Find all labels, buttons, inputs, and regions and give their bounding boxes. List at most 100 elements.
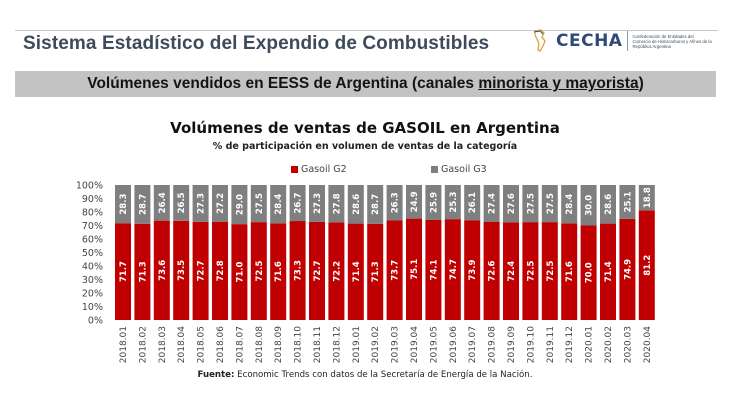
- bar-g3: [270, 185, 287, 224]
- legend-swatch-g2: [291, 166, 298, 173]
- logo-subtitle: Confederación de Entidades del Comercio …: [632, 33, 712, 49]
- banner-underlined: minorista y mayorista: [478, 75, 639, 92]
- bar-g3: [115, 185, 131, 224]
- data-label-g3: 26.3: [391, 192, 401, 213]
- data-label-g2: 74.9: [623, 259, 633, 280]
- y-tick-label: 20%: [82, 289, 103, 300]
- bar-g2: [600, 223, 616, 320]
- bar-g2: [522, 222, 539, 320]
- page-title: Sistema Estadístico del Expendio de Comb…: [23, 33, 490, 54]
- data-label-g3: 28.6: [604, 194, 614, 215]
- bar-g3: [212, 185, 228, 222]
- bar-g2: [386, 220, 403, 320]
- legend-item-g3: Gasoil G3: [431, 164, 487, 175]
- data-label-g3: 25.1: [623, 191, 633, 212]
- data-label-g3: 29.0: [235, 194, 245, 215]
- bar-g3: [600, 185, 616, 224]
- data-label-g2: 71.0: [235, 262, 245, 283]
- x-tick-label: 2018.03: [158, 326, 168, 363]
- cecha-logo: CECHA Confederación de Entidades del Com…: [532, 28, 712, 54]
- data-label-g2: 72.8: [216, 260, 226, 281]
- y-tick-label: 30%: [82, 275, 103, 286]
- bar-g2: [367, 223, 384, 320]
- x-tick-label: 2019.03: [391, 326, 401, 363]
- bar-g2: [173, 220, 190, 320]
- data-label-g3: 27.3: [197, 193, 207, 214]
- legend-label-g2: Gasoil G2: [301, 164, 347, 175]
- y-tick-label: 50%: [82, 248, 103, 259]
- bar-g2: [580, 225, 597, 320]
- bar-g3: [522, 185, 539, 223]
- data-label-g2: 75.1: [410, 259, 420, 280]
- bar-g2: [483, 221, 500, 320]
- bar-g3: [541, 185, 558, 223]
- data-label-g3: 26.7: [294, 192, 304, 213]
- bar-g2: [289, 221, 306, 320]
- data-label-g3: 30.0: [585, 195, 595, 216]
- data-label-g2: 73.9: [468, 260, 478, 281]
- data-label-g2: 71.6: [565, 261, 575, 282]
- y-tick-label: 40%: [82, 262, 103, 273]
- bar-g3: [483, 185, 500, 222]
- section-banner: Volúmenes vendidos en EESS de Argentina …: [15, 71, 716, 97]
- bar-g2: [619, 218, 636, 320]
- chart-legend: Gasoil G2 Gasoil G3: [0, 164, 730, 178]
- x-tick-label: 2018.11: [313, 326, 323, 363]
- bar-g3: [347, 185, 364, 224]
- bar-g3: [406, 185, 422, 219]
- data-label-g3: 26.5: [177, 192, 187, 213]
- bar-g2: [425, 219, 442, 320]
- data-label-g3: 27.2: [216, 193, 226, 214]
- x-tick-label: 2019.12: [565, 326, 575, 363]
- data-label-g2: 71.7: [119, 261, 129, 282]
- bar-g2: [347, 223, 364, 320]
- data-label-g2: 71.4: [604, 261, 614, 282]
- data-label-g3: 18.8: [643, 187, 653, 208]
- data-label-g3: 27.8: [332, 193, 342, 214]
- data-label-g2: 72.7: [313, 260, 323, 281]
- x-tick-label: 2020.01: [585, 326, 595, 363]
- bar-g3: [328, 185, 345, 223]
- bar-g2: [134, 223, 151, 320]
- bar-g2: [406, 218, 422, 320]
- x-tick-label: 2018.10: [294, 326, 304, 363]
- x-tick-label: 2018.05: [197, 326, 207, 363]
- bar-g2: [638, 210, 655, 320]
- data-label-g2: 72.5: [546, 260, 556, 281]
- bar-g3: [561, 185, 578, 224]
- data-label-g3: 27.5: [255, 193, 265, 214]
- bar-g2: [561, 223, 578, 320]
- bar-g3: [580, 185, 597, 226]
- bar-g3: [250, 185, 267, 223]
- x-tick-label: 2019.05: [429, 326, 439, 363]
- x-tick-label: 2019.06: [449, 326, 459, 363]
- data-label-g3: 26.4: [158, 192, 168, 213]
- data-label-g2: 73.7: [391, 260, 401, 281]
- bar-g2: [115, 223, 131, 320]
- x-tick-label: 2018.12: [332, 326, 342, 363]
- bar-g3: [173, 185, 190, 221]
- data-label-g3: 27.3: [313, 193, 323, 214]
- x-tick-label: 2019.11: [546, 326, 556, 363]
- data-label-g2: 81.2: [643, 255, 653, 276]
- data-label-g3: 27.6: [507, 193, 517, 214]
- bar-g2: [541, 222, 558, 320]
- bar-g3: [289, 185, 306, 222]
- data-label-g3: 26.1: [468, 192, 478, 213]
- x-tick-label: 2019.10: [526, 326, 536, 363]
- data-label-g2: 74.1: [429, 259, 439, 280]
- bar-g3: [153, 185, 170, 221]
- bar-g2: [270, 223, 287, 320]
- bar-g3: [192, 185, 209, 222]
- x-tick-label: 2018.01: [119, 326, 129, 363]
- data-label-g3: 27.5: [526, 193, 536, 214]
- data-label-g2: 72.7: [197, 260, 207, 281]
- bar-g3: [503, 185, 519, 223]
- data-label-g2: 72.5: [526, 260, 536, 281]
- data-label-g2: 71.4: [352, 261, 362, 282]
- x-tick-label: 2019.07: [468, 326, 478, 363]
- x-tick-label: 2018.06: [216, 326, 226, 363]
- data-label-g2: 71.3: [138, 261, 148, 282]
- data-label-g2: 73.5: [177, 260, 187, 281]
- data-label-g2: 70.0: [585, 262, 595, 283]
